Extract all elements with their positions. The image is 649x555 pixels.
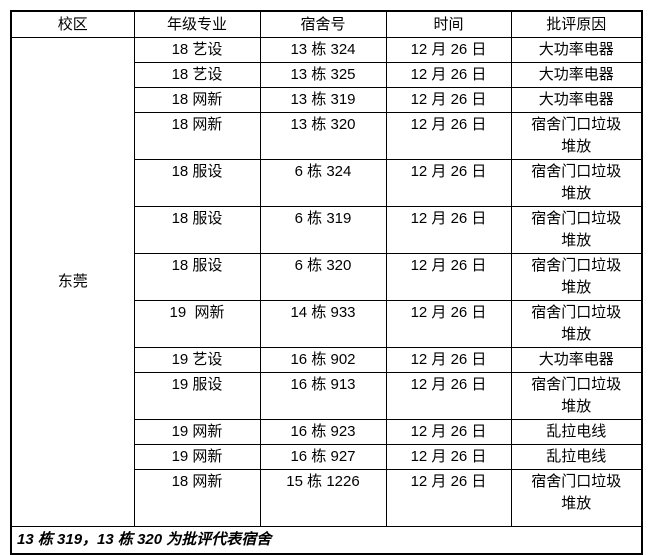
dorm-cell: 13 栋 320 xyxy=(259,112,387,160)
table-row: 19 网新 16 栋 923 12 月 26 日 乱拉电线 xyxy=(11,419,643,445)
dorm-criticism-table: 校区 年级专业 宿舍号 时间 批评原因 东莞 18 艺设 13 栋 324 12… xyxy=(10,10,643,555)
grade-cell: 19 网新 xyxy=(133,444,261,470)
reason-cell: 大功率电器 xyxy=(510,87,643,113)
table-row: 18 服设 6 栋 324 12 月 26 日 宿舍门口垃圾堆放 xyxy=(11,159,643,207)
dorm-cell: 14 栋 933 xyxy=(259,300,387,348)
dorm-cell: 6 栋 324 xyxy=(259,159,387,207)
dorm-cell: 16 栋 902 xyxy=(259,347,387,373)
dorm-cell: 16 栋 923 xyxy=(259,419,387,445)
table-row: 18 网新 15 栋 1226 12 月 26 日 宿舍门口垃圾堆放 xyxy=(11,469,643,527)
reason-cell: 宿舍门口垃圾堆放 xyxy=(510,469,643,527)
table-row: 东莞 18 艺设 13 栋 324 12 月 26 日 大功率电器 xyxy=(10,37,643,527)
grade-cell: 19 服设 xyxy=(133,372,261,420)
date-cell: 12 月 26 日 xyxy=(385,419,512,445)
reason-cell: 宿舍门口垃圾堆放 xyxy=(510,300,643,348)
grade-cell: 18 服设 xyxy=(133,253,261,301)
grade-cell: 18 艺设 xyxy=(133,37,261,63)
dorm-cell: 16 栋 927 xyxy=(259,444,387,470)
dorm-cell: 6 栋 319 xyxy=(259,206,387,254)
reason-cell: 宿舍门口垃圾堆放 xyxy=(510,253,643,301)
reason-cell: 宿舍门口垃圾堆放 xyxy=(510,206,643,254)
reason-cell: 宿舍门口垃圾堆放 xyxy=(510,112,643,160)
date-cell: 12 月 26 日 xyxy=(385,159,512,207)
grade-cell: 18 网新 xyxy=(133,87,261,113)
dorm-cell: 6 栋 320 xyxy=(259,253,387,301)
table-row: 18 网新 13 栋 319 12 月 26 日 大功率电器 xyxy=(11,87,643,113)
date-cell: 12 月 26 日 xyxy=(385,347,512,373)
dorm-cell: 16 栋 913 xyxy=(259,372,387,420)
reason-cell: 宿舍门口垃圾堆放 xyxy=(510,159,643,207)
reason-cell: 乱拉电线 xyxy=(510,419,643,445)
table-row: 18 服设 6 栋 319 12 月 26 日 宿舍门口垃圾堆放 xyxy=(11,206,643,254)
table-row: 18 网新 13 栋 320 12 月 26 日 宿舍门口垃圾堆放 xyxy=(11,112,643,160)
grade-cell: 18 艺设 xyxy=(133,62,261,88)
header-cell-grade-major: 年级专业 xyxy=(133,10,261,38)
reason-cell: 大功率电器 xyxy=(510,62,643,88)
header-cell-campus: 校区 xyxy=(10,10,135,38)
table-row: 18 服设 6 栋 320 12 月 26 日 宿舍门口垃圾堆放 xyxy=(11,253,643,301)
date-cell: 12 月 26 日 xyxy=(385,372,512,420)
grade-cell: 18 网新 xyxy=(133,469,261,527)
grade-cell: 19 网新 xyxy=(133,300,261,348)
table-row: 19 服设 16 栋 913 12 月 26 日 宿舍门口垃圾堆放 xyxy=(11,372,643,420)
table-row: 19 网新 16 栋 927 12 月 26 日 乱拉电线 xyxy=(11,444,643,470)
reason-cell: 大功率电器 xyxy=(510,37,643,63)
reason-cell: 大功率电器 xyxy=(510,347,643,373)
reason-cell: 宿舍门口垃圾堆放 xyxy=(510,372,643,420)
campus-cell: 东莞 xyxy=(10,37,135,527)
header-row: 校区 年级专业 宿舍号 时间 批评原因 xyxy=(10,10,643,38)
date-cell: 12 月 26 日 xyxy=(385,253,512,301)
dorm-cell: 15 栋 1226 xyxy=(259,469,387,527)
date-cell: 12 月 26 日 xyxy=(385,206,512,254)
date-cell: 12 月 26 日 xyxy=(385,37,512,63)
date-cell: 12 月 26 日 xyxy=(385,62,512,88)
grade-cell: 18 服设 xyxy=(133,159,261,207)
dorm-cell: 13 栋 319 xyxy=(259,87,387,113)
footnote-row: 13 栋 319，13 栋 320 为批评代表宿舍 xyxy=(10,526,643,555)
date-cell: 12 月 26 日 xyxy=(385,87,512,113)
footnote-text: 13 栋 319，13 栋 320 为批评代表宿舍 xyxy=(10,526,643,555)
header-cell-time: 时间 xyxy=(385,10,512,38)
grade-cell: 19 网新 xyxy=(133,419,261,445)
dorm-cell: 13 栋 324 xyxy=(259,37,387,63)
header-cell-dorm-number: 宿舍号 xyxy=(259,10,387,38)
header-cell-reason: 批评原因 xyxy=(510,10,643,38)
table-row: 19 艺设 16 栋 902 12 月 26 日 大功率电器 xyxy=(11,347,643,373)
grade-cell: 19 艺设 xyxy=(133,347,261,373)
reason-cell: 乱拉电线 xyxy=(510,444,643,470)
dorm-cell: 13 栋 325 xyxy=(259,62,387,88)
grade-cell: 18 网新 xyxy=(133,112,261,160)
document-sheet: 校区 年级专业 宿舍号 时间 批评原因 东莞 18 艺设 13 栋 324 12… xyxy=(10,10,643,555)
date-cell: 12 月 26 日 xyxy=(385,112,512,160)
date-cell: 12 月 26 日 xyxy=(385,300,512,348)
date-cell: 12 月 26 日 xyxy=(385,444,512,470)
grade-cell: 18 服设 xyxy=(133,206,261,254)
date-cell: 12 月 26 日 xyxy=(385,469,512,527)
